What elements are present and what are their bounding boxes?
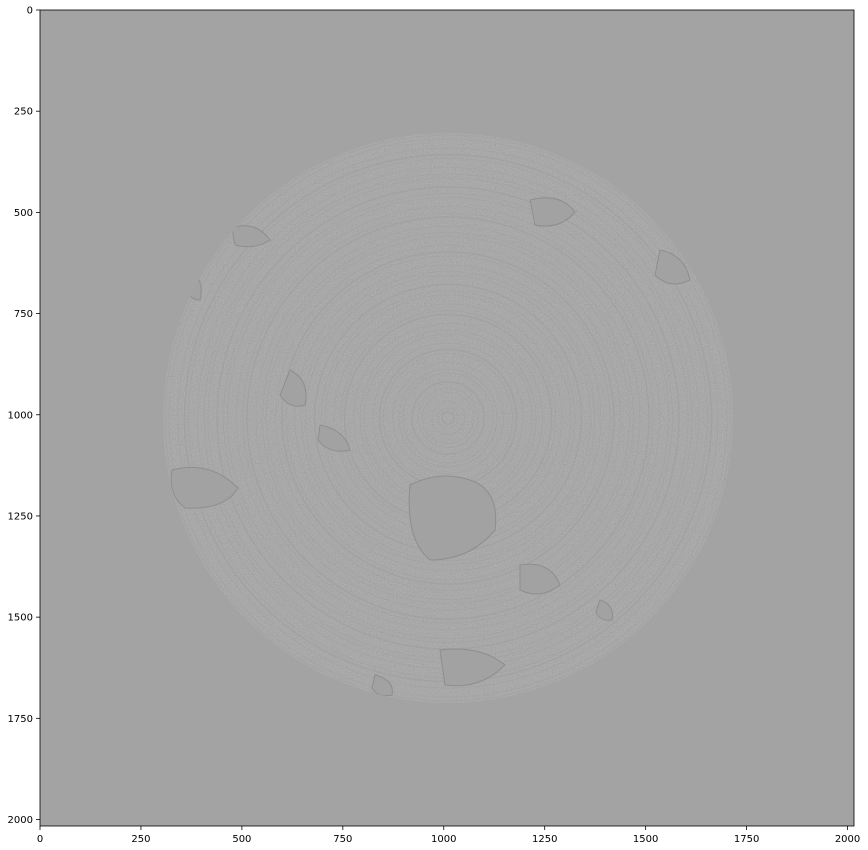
ring [285, 255, 611, 581]
ring [398, 368, 498, 468]
ring [305, 275, 591, 561]
x-tick-label: 1750 [734, 834, 759, 845]
ring [281, 251, 615, 585]
grain-patch [317, 424, 351, 452]
ring [411, 381, 485, 455]
ring [177, 147, 719, 689]
y-tick-label: 1000 [8, 410, 33, 421]
y-tick-label: 1750 [8, 714, 33, 725]
y-tick-label: 500 [14, 208, 33, 219]
ring [262, 232, 634, 604]
ring [255, 225, 641, 611]
x-tick-label: 2000 [835, 834, 860, 845]
grain-patch [519, 563, 561, 595]
y-tick-label: 750 [14, 309, 33, 320]
grain-patch [170, 466, 239, 509]
grain-patch [371, 674, 393, 697]
grain-patch [529, 197, 576, 227]
ring [246, 216, 650, 620]
ring [392, 362, 504, 474]
y-tick-label: 2000 [8, 815, 33, 826]
ring [168, 138, 728, 698]
grain-patch [231, 225, 271, 248]
grain-patch [654, 249, 691, 285]
ring [266, 236, 630, 600]
ring [422, 392, 474, 444]
ring [294, 264, 602, 572]
ring [242, 212, 654, 624]
grain-patch [279, 369, 307, 407]
x-tick-label: 500 [232, 834, 251, 845]
grain-patch [439, 648, 506, 687]
ring [223, 193, 673, 643]
x-tick-label: 1250 [532, 834, 557, 845]
ring [236, 206, 660, 630]
x-tick-label: 250 [131, 834, 150, 845]
ring [418, 388, 478, 448]
x-tick-label: 1000 [431, 834, 456, 845]
ring [301, 271, 595, 565]
ring [275, 245, 621, 591]
ring [402, 372, 494, 464]
y-tick-label: 1500 [8, 613, 33, 624]
y-axis: 0 250 500 750 1000 1250 1500 1750 2000 [8, 6, 40, 826]
x-axis: 0 250 500 750 1000 1250 1500 1750 2000 [37, 826, 860, 845]
grain-patch [595, 599, 613, 621]
y-tick-label: 250 [14, 107, 33, 118]
x-tick-label: 1500 [633, 834, 658, 845]
ring [441, 411, 455, 425]
ring [431, 401, 465, 435]
ring [164, 134, 732, 702]
y-tick-label: 1250 [8, 511, 33, 522]
axes-frame [39, 9, 855, 827]
ring [437, 407, 459, 429]
y-tick-label: 0 [27, 6, 33, 17]
ring [227, 197, 669, 639]
sample-disc [163, 133, 733, 703]
x-tick-label: 0 [37, 834, 43, 845]
grain-patch [408, 475, 497, 561]
x-tick-label: 750 [333, 834, 352, 845]
